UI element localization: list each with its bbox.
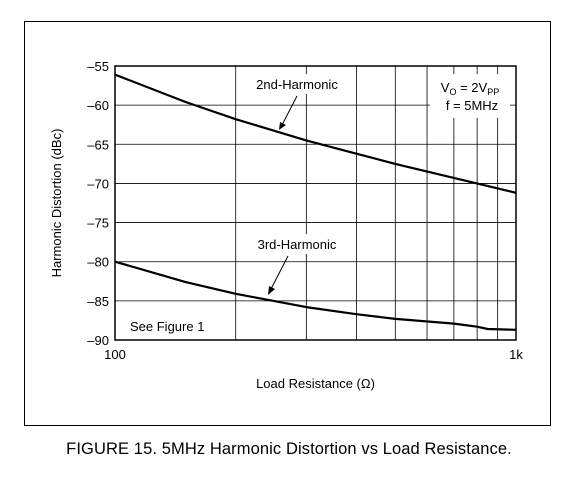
y-tick-label: –85 xyxy=(87,294,109,309)
y-tick-label: –65 xyxy=(87,137,109,152)
plot-area xyxy=(114,65,517,341)
y-tick-label: –55 xyxy=(87,59,109,74)
series-label-2nd-bg xyxy=(238,74,356,94)
series-label-2nd-harmonic: 2nd-Harmonic xyxy=(256,77,338,92)
series-line-3rd-harmonic xyxy=(114,260,517,331)
series-line-2nd-harmonic xyxy=(114,73,517,194)
y-axis-label: Harmonic Distortion (dBc) xyxy=(49,129,64,278)
x-tick-label: 100 xyxy=(104,347,126,362)
y-tick-label: –75 xyxy=(87,216,109,231)
figure-frame xyxy=(24,21,551,426)
leader-line-3rd xyxy=(270,255,289,290)
series-label-3rd-harmonic: 3rd-Harmonic xyxy=(258,237,337,252)
harmonic-distortion-chart: –55 –60 –65 –70 –75 –80 –85 –90 100 1k Harmonic … xyxy=(49,59,523,391)
y-axis-ticks: –55 –60 –65 –70 –75 –80 –85 –90 xyxy=(87,59,109,348)
note-box xyxy=(122,316,218,336)
x-tick-label: 1k xyxy=(509,347,523,362)
x-axis-label: Load Resistance (Ω) xyxy=(256,376,375,391)
x-axis-ticks: 100 1k xyxy=(104,347,523,362)
y-tick-label: –90 xyxy=(87,333,109,348)
arrowhead-3rd xyxy=(268,286,275,295)
condition-frequency: f = 5MHz xyxy=(446,98,498,113)
leader-line-2nd xyxy=(281,95,298,126)
series-lines xyxy=(114,73,517,331)
see-figure-note: See Figure 1 xyxy=(130,319,204,334)
condition-vo: VO = 2VPP xyxy=(441,80,499,97)
series-label-3rd-bg xyxy=(240,234,354,254)
y-tick-label: –70 xyxy=(87,176,109,191)
figure-caption: FIGURE 15. 5MHz Harmonic Distortion vs L… xyxy=(66,440,512,458)
y-tick-label: –80 xyxy=(87,255,109,270)
y-tick-label: –60 xyxy=(87,98,109,113)
conditions-box xyxy=(430,74,510,118)
arrowhead-2nd xyxy=(279,122,286,130)
